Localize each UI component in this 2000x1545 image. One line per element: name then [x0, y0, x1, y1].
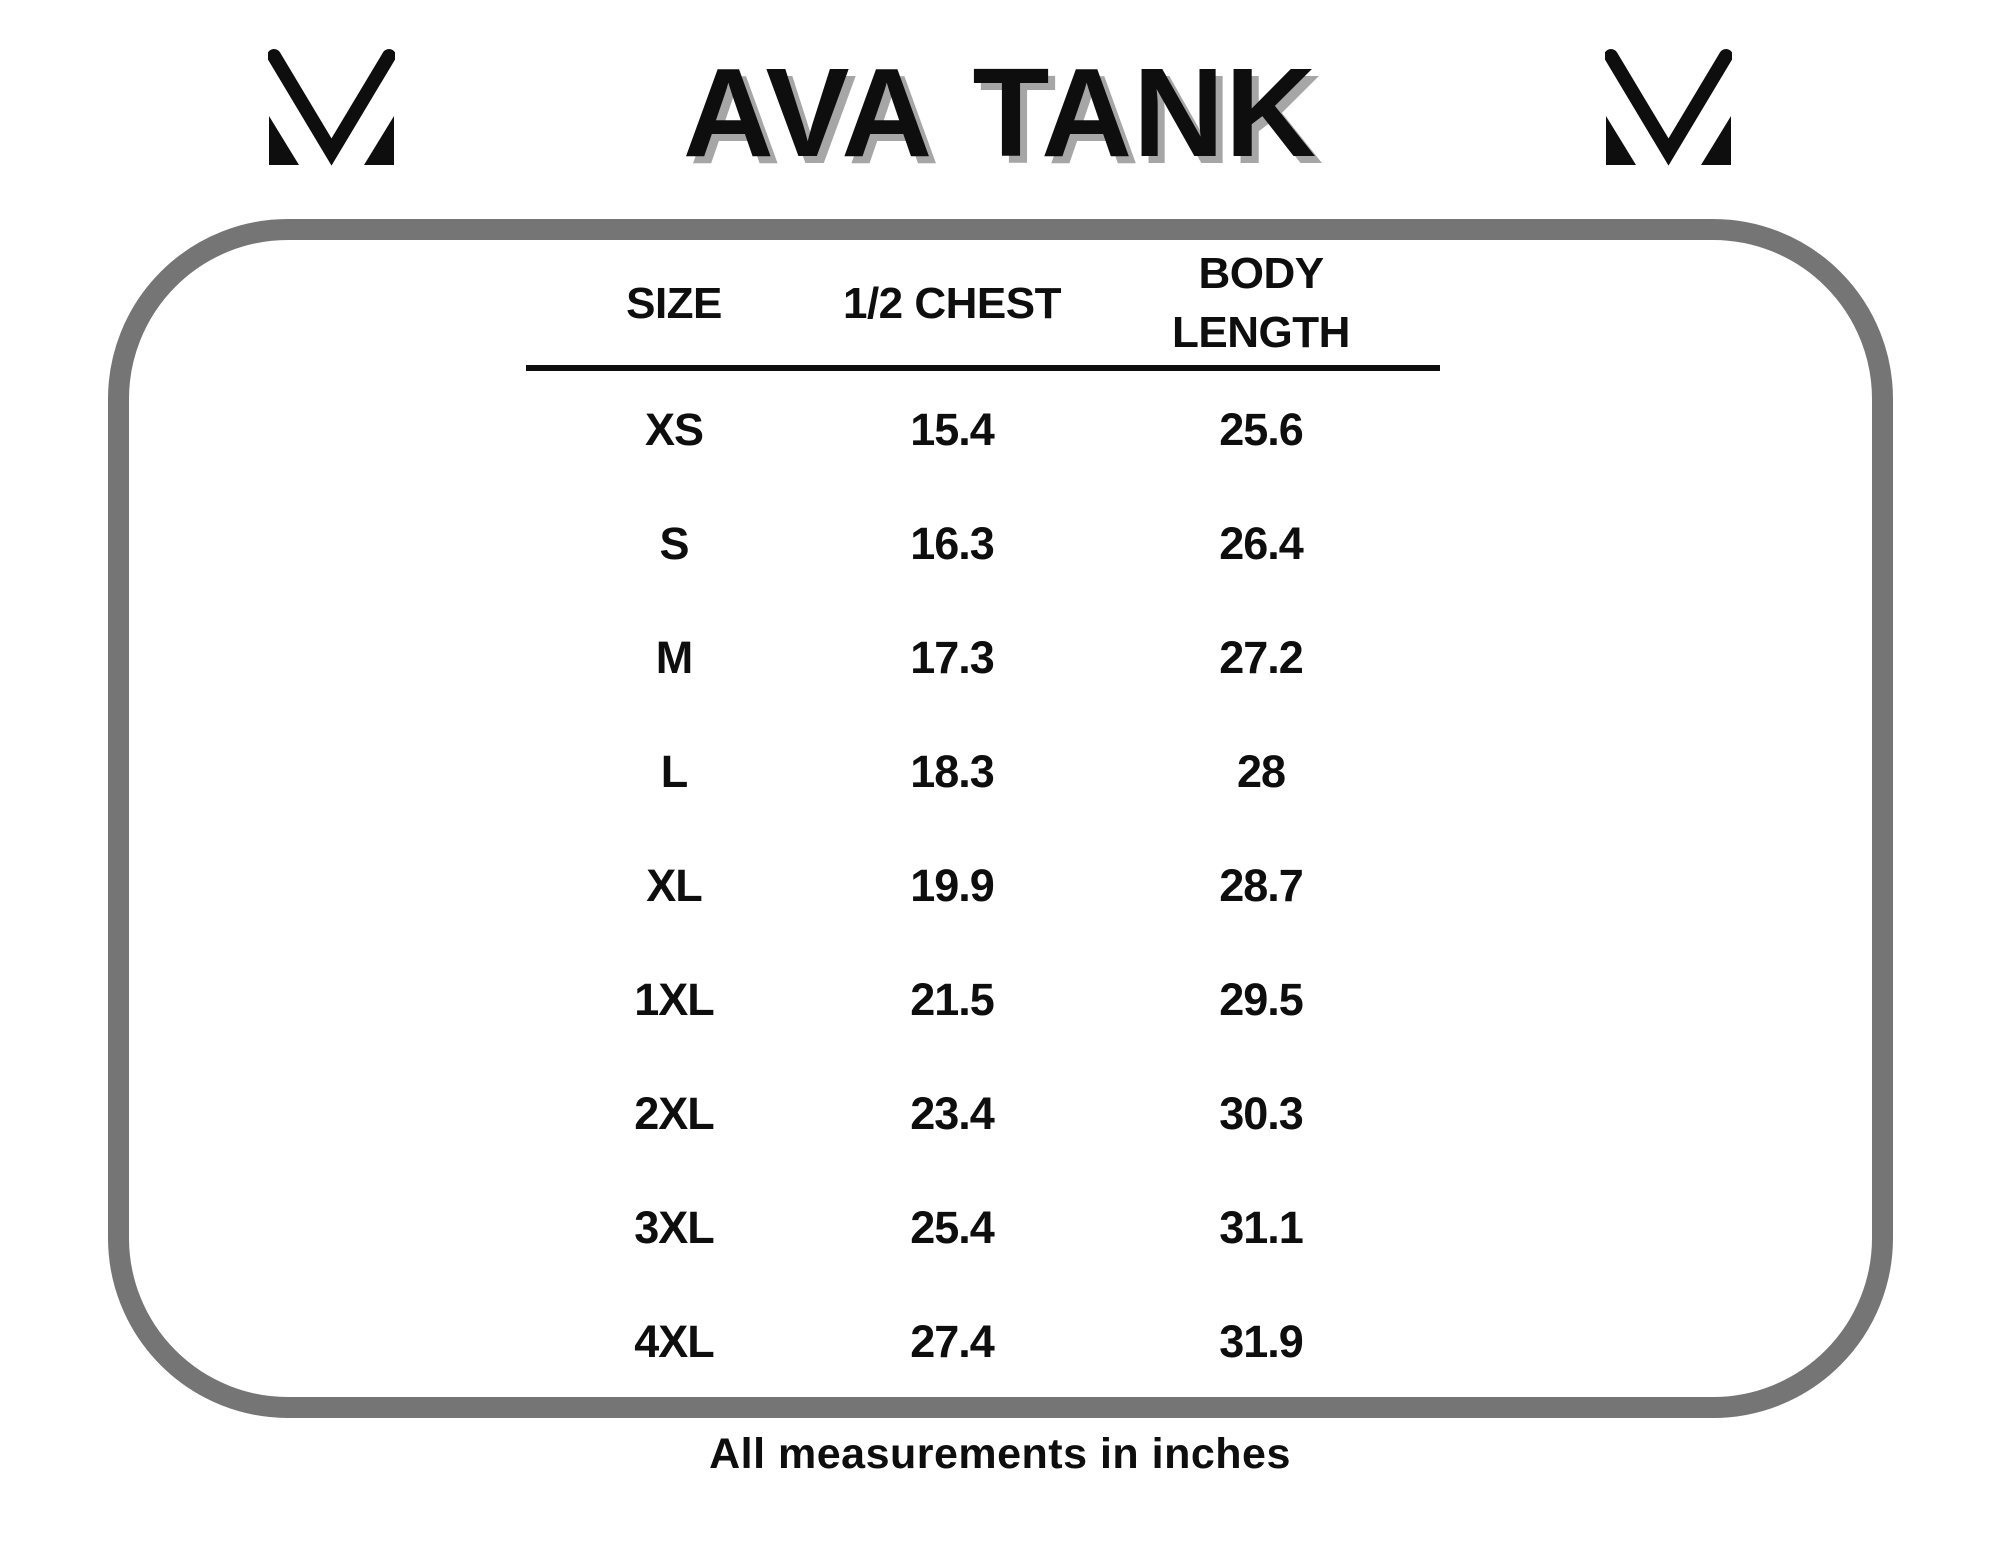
cell-body-length: 26.4 — [1219, 518, 1304, 569]
cell-half-chest: 15.4 — [910, 404, 995, 455]
column-header-half-chest: 1/2 CHEST — [822, 275, 1082, 334]
cell-size: S — [659, 518, 689, 569]
cell-body-length: 31.9 — [1219, 1316, 1304, 1367]
cell-body-length: 28.7 — [1219, 860, 1304, 911]
measurements-note: All measurements in inches — [709, 1430, 1291, 1478]
mv-monogram-icon — [268, 49, 395, 166]
cell-body-length: 30.3 — [1219, 1088, 1304, 1139]
cell-size: M — [655, 632, 694, 683]
brand-logo-left — [268, 47, 395, 166]
cell-body-length: 29.5 — [1219, 974, 1304, 1025]
cell-half-chest: 18.3 — [910, 746, 995, 797]
cell-body-length: 27.2 — [1219, 632, 1304, 683]
column-header-label: 1/2 CHEST — [842, 278, 1062, 328]
page-title: AVA TANK — [682, 42, 1318, 183]
cell-half-chest: 21.5 — [910, 974, 995, 1025]
cell-size: XL — [646, 860, 703, 911]
table-header-row: SIZE 1/2 CHEST BODY LENGTH — [526, 235, 1440, 365]
column-header-body-length: BODY LENGTH — [1082, 245, 1440, 363]
table-row: 4XL 27.4 31.9 — [526, 1285, 1440, 1399]
cell-half-chest: 19.9 — [910, 860, 995, 911]
cell-size: 2XL — [634, 1088, 715, 1139]
cell-body-length: 25.6 — [1219, 404, 1304, 455]
cell-size: L — [660, 746, 689, 797]
cell-size: 3XL — [634, 1202, 715, 1253]
header-divider — [526, 365, 1440, 371]
cell-half-chest: 16.3 — [910, 518, 995, 569]
size-chart-table: SIZE 1/2 CHEST BODY LENGTH XS 15.4 25.6 … — [526, 235, 1440, 1399]
size-chart-frame — [108, 219, 1893, 1418]
table-row: L 18.3 28 — [526, 715, 1440, 829]
cell-body-length: 28 — [1236, 746, 1286, 797]
cell-size: 1XL — [634, 974, 715, 1025]
cell-size: XS — [644, 404, 704, 455]
cell-size: 4XL — [634, 1316, 715, 1367]
table-row: XL 19.9 28.7 — [526, 829, 1440, 943]
column-header-label: SIZE — [626, 278, 722, 328]
column-header-label: BODY LENGTH — [1172, 249, 1350, 357]
mv-monogram-icon — [1605, 49, 1732, 166]
size-table-body: XS 15.4 25.6 S 16.3 26.4 M 17.3 27.2 L 1… — [526, 373, 1440, 1399]
column-header-size: SIZE — [526, 275, 822, 334]
table-row: XS 15.4 25.6 — [526, 373, 1440, 487]
table-row: M 17.3 27.2 — [526, 601, 1440, 715]
table-row: S 16.3 26.4 — [526, 487, 1440, 601]
cell-half-chest: 23.4 — [910, 1088, 995, 1139]
table-row: 2XL 23.4 30.3 — [526, 1057, 1440, 1171]
table-row: 3XL 25.4 31.1 — [526, 1171, 1440, 1285]
brand-logo-right — [1605, 47, 1732, 166]
cell-body-length: 31.1 — [1219, 1202, 1304, 1253]
cell-half-chest: 17.3 — [910, 632, 995, 683]
table-row: 1XL 21.5 29.5 — [526, 943, 1440, 1057]
cell-half-chest: 27.4 — [910, 1316, 995, 1367]
cell-half-chest: 25.4 — [910, 1202, 995, 1253]
